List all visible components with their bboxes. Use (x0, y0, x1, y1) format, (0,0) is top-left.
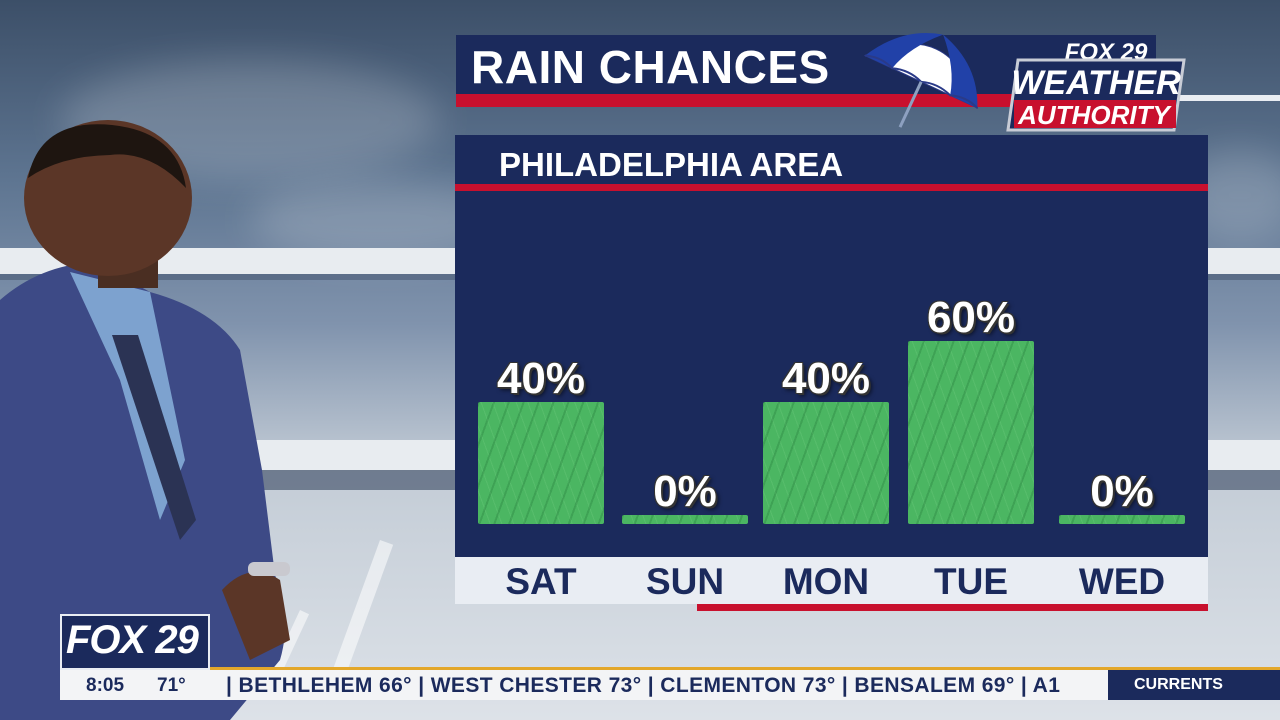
temperature-ticker: | BETHLEHEM 66° | WEST CHESTER 73° | CLE… (210, 670, 1110, 700)
title-red-stripe (456, 94, 1016, 107)
subtitle-red-stripe (455, 184, 1208, 191)
weather-authority-logo: FOX 29 WEATHER AUTHORITY (1006, 38, 1186, 134)
value-label-wed: 0% (1090, 467, 1154, 516)
day-label-sun: SUN (645, 561, 725, 602)
bar-wed (1059, 515, 1185, 524)
bar-sat (478, 402, 604, 524)
bar-mon (763, 402, 889, 524)
value-label-tue: 60% (926, 293, 1016, 342)
value-label-sun: 0% (653, 467, 717, 516)
chart-title: RAIN CHANCES (471, 41, 830, 93)
umbrella-icon (863, 33, 979, 128)
currents-label: CURRENTS (1134, 676, 1223, 693)
day-labels-bar (455, 557, 1208, 604)
time-temp-box (60, 670, 210, 700)
value-label-sat: 40% (496, 354, 586, 403)
presenter-figure (0, 120, 290, 720)
logo-line2: WEATHER (1011, 64, 1181, 102)
days-red-stripe (697, 604, 1208, 611)
currents-box (1108, 670, 1280, 700)
current-temp: 71° (157, 675, 186, 696)
fox-brand-box (60, 614, 210, 670)
day-label-tue: TUE (934, 561, 1008, 602)
bar-tue (908, 341, 1034, 524)
chart-subtitle: PHILADELPHIA AREA (499, 146, 844, 183)
bar-sun (622, 515, 748, 524)
ticker-gold-line (210, 667, 1280, 670)
logo-line3: AUTHORITY (1017, 100, 1172, 130)
day-label-wed: WED (1078, 561, 1166, 602)
day-label-mon: MON (782, 561, 870, 602)
ticker-text: | BETHLEHEM 66° | WEST CHESTER 73° | CLE… (226, 674, 1061, 697)
title-white-line (1175, 95, 1280, 101)
clock-time: 8:05 (86, 675, 125, 696)
value-label-mon: 40% (781, 354, 871, 403)
day-label-sat: SAT (505, 561, 577, 602)
fox29-logo: FOX 29 (66, 618, 199, 662)
